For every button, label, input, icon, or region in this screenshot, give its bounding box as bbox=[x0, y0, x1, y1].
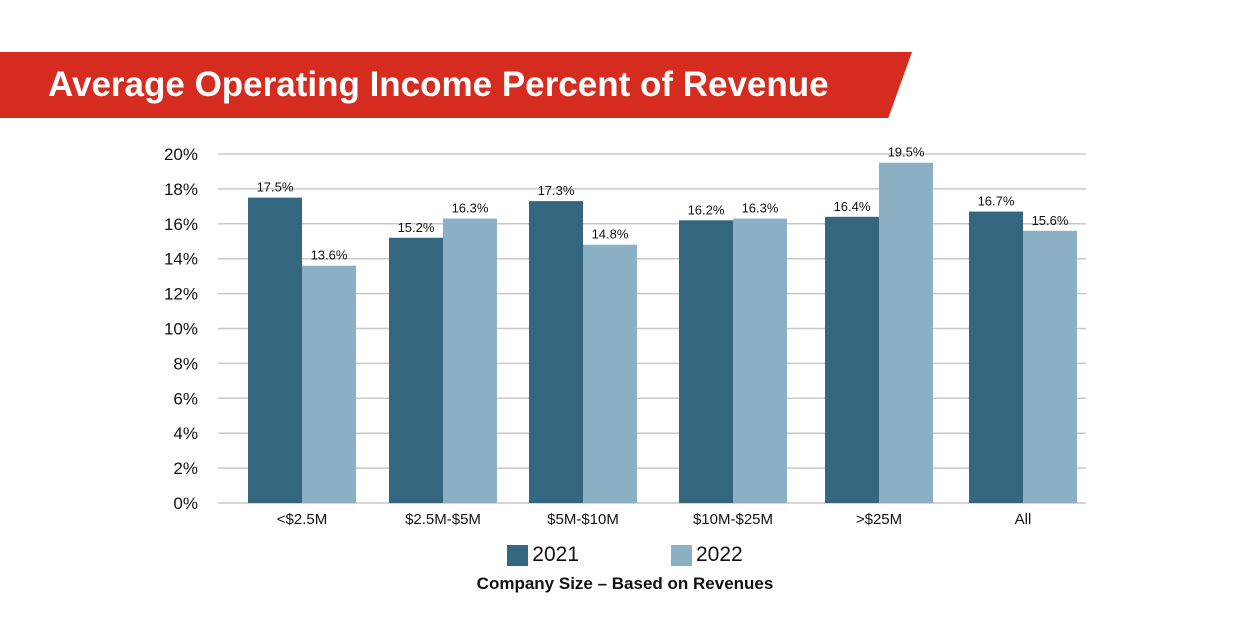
bar-2022 bbox=[443, 218, 497, 503]
data-label-2022: 16.3% bbox=[742, 201, 779, 216]
bar-2021 bbox=[248, 197, 302, 503]
x-tick-label: $5M-$10M bbox=[547, 511, 619, 528]
x-axis-title: Company Size – Based on Revenues bbox=[476, 574, 774, 593]
x-tick-label: <$2.5M bbox=[277, 511, 327, 528]
bar-2022 bbox=[733, 218, 787, 503]
y-tick-label: 0% bbox=[173, 494, 198, 513]
bar-2022 bbox=[879, 162, 933, 503]
y-tick-label: 12% bbox=[164, 285, 198, 304]
bar-2022 bbox=[583, 244, 637, 504]
data-label-2021: 16.2% bbox=[688, 202, 725, 217]
data-label-2021: 15.2% bbox=[398, 220, 435, 235]
legend-swatch-2022 bbox=[671, 544, 692, 566]
y-tick-label: 4% bbox=[173, 424, 198, 443]
y-tick-label: 6% bbox=[173, 389, 198, 408]
legend-item-2021: 2021 bbox=[507, 543, 579, 567]
chart-title: Average Operating Income Percent of Reve… bbox=[48, 65, 829, 104]
data-label-2021: 16.4% bbox=[834, 199, 871, 214]
data-label-2022: 19.5% bbox=[888, 145, 925, 160]
data-label-2022: 16.3% bbox=[452, 201, 489, 216]
bar-2021 bbox=[969, 211, 1023, 503]
y-tick-label: 18% bbox=[164, 180, 198, 199]
bar-2021 bbox=[679, 220, 733, 503]
legend-item-2022: 2022 bbox=[671, 543, 743, 567]
y-tick-label: 16% bbox=[164, 215, 198, 234]
legend-swatch-2021 bbox=[507, 544, 529, 566]
y-tick-label: 14% bbox=[164, 250, 198, 269]
legend-label-2022: 2022 bbox=[696, 543, 743, 566]
x-tick-label: $10M-$25M bbox=[693, 511, 773, 528]
y-tick-label: 20% bbox=[164, 145, 198, 164]
legend: 2021 2022 bbox=[0, 543, 1250, 567]
x-tick-label: $2.5M-$5M bbox=[405, 511, 481, 528]
x-tick-label: All bbox=[1015, 511, 1032, 528]
data-label-2021: 16.7% bbox=[978, 194, 1015, 209]
data-label-2022: 15.6% bbox=[1032, 213, 1069, 228]
bar-2021 bbox=[825, 216, 879, 503]
data-label-2022: 13.6% bbox=[311, 248, 348, 263]
bar-2022 bbox=[302, 265, 356, 503]
x-tick-label: >$25M bbox=[856, 511, 902, 528]
y-tick-label: 8% bbox=[173, 354, 198, 373]
bar-2022 bbox=[1023, 230, 1077, 503]
title-banner: Average Operating Income Percent of Reve… bbox=[0, 52, 912, 118]
data-label-2021: 17.5% bbox=[257, 180, 294, 195]
data-label-2021: 17.3% bbox=[538, 183, 575, 198]
bar-2021 bbox=[529, 201, 583, 504]
data-label-2022: 14.8% bbox=[592, 227, 629, 242]
y-tick-label: 10% bbox=[164, 320, 198, 339]
legend-label-2021: 2021 bbox=[532, 543, 579, 566]
y-tick-label: 2% bbox=[173, 459, 198, 478]
bar-2021 bbox=[389, 237, 443, 503]
